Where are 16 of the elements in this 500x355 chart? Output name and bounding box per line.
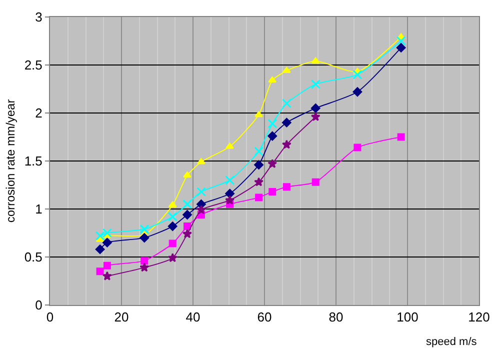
x-tick-label: 80 bbox=[328, 310, 344, 325]
y-tick-label: 0 bbox=[35, 298, 42, 313]
y-tick-label: 0.5 bbox=[24, 250, 42, 265]
x-tick-label: 40 bbox=[186, 310, 200, 325]
y-tick-label: 1.5 bbox=[24, 154, 42, 169]
y-axis-title: corrosion rate mm/year bbox=[4, 99, 18, 223]
y-tick-label: 3 bbox=[35, 10, 42, 25]
x-tick-label: 60 bbox=[257, 310, 272, 325]
x-tick-label: 20 bbox=[114, 310, 129, 325]
y-tick-label: 2.5 bbox=[24, 58, 42, 73]
x-axis-title: speed m/s bbox=[426, 336, 478, 348]
x-tick-label: 120 bbox=[468, 310, 490, 325]
y-tick-label: 1 bbox=[35, 202, 42, 217]
y-tick-label: 2 bbox=[35, 106, 42, 121]
x-tick-label: 100 bbox=[396, 310, 418, 325]
x-tick-label: 0 bbox=[46, 310, 54, 325]
